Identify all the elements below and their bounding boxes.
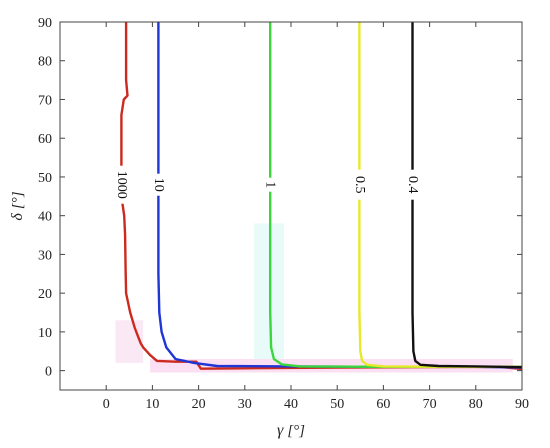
- x-tick-label: 90: [515, 397, 529, 412]
- contour-label-0-4: 0.4: [405, 169, 420, 200]
- y-tick-label: 20: [38, 287, 52, 302]
- x-tick-label: 20: [192, 397, 206, 412]
- y-tick-label: 70: [38, 93, 52, 108]
- contour-label-gap: [263, 177, 278, 192]
- y-tick-label: 60: [38, 132, 52, 147]
- y-tick-label: 10: [38, 326, 52, 341]
- contour-label-gap: [151, 173, 166, 196]
- y-tick-label: 80: [38, 55, 52, 70]
- contour-label-gap: [405, 169, 420, 200]
- y-tick-label: 40: [38, 210, 52, 225]
- series-line-1: [269, 22, 522, 368]
- x-tick-label: 80: [469, 397, 483, 412]
- contour-label-layer: 1000 10 1 0.5 0.4: [114, 165, 420, 204]
- x-axis-label: γ [°]: [277, 422, 305, 439]
- x-axis-ticks: 0 10 20 30 40 50 60 70 80 90: [103, 22, 529, 412]
- x-tick-label: 10: [145, 397, 159, 412]
- x-axis-unit: [°]: [287, 423, 305, 439]
- x-tick-label: 0: [103, 397, 110, 412]
- contour-label-gap: [352, 169, 367, 200]
- y-axis-symbol: δ: [9, 213, 26, 221]
- series-line-1000: [120, 22, 523, 371]
- y-tick-label: 30: [38, 248, 52, 263]
- x-axis-symbol: γ: [277, 422, 284, 439]
- x-tick-label: 60: [376, 397, 390, 412]
- y-tick-label: 90: [38, 16, 52, 31]
- contour-label-text: 10: [151, 178, 166, 192]
- contour-label-0-5: 0.5: [352, 169, 367, 200]
- x-tick-label: 30: [238, 397, 252, 412]
- contour-label-text: 1000: [114, 171, 129, 199]
- contour-label-text: 1: [263, 181, 278, 188]
- contour-label-1000: 1000: [114, 165, 129, 204]
- contour-label-gap: [114, 165, 129, 204]
- y-axis-ticks: 0 10 20 30 40 50 60 70 80 90: [38, 16, 522, 380]
- y-axis-label: δ [°]: [9, 191, 26, 220]
- y-tick-label: 0: [45, 365, 52, 380]
- x-tick-label: 70: [423, 397, 437, 412]
- x-tick-label: 50: [330, 397, 344, 412]
- contour-label-10: 10: [151, 173, 166, 196]
- y-tick-label: 50: [38, 171, 52, 186]
- x-tick-label: 40: [284, 397, 298, 412]
- contour-label-text: 0.4: [405, 176, 420, 194]
- y-axis-unit: [°]: [10, 191, 26, 209]
- highlight-band-left: [115, 320, 144, 363]
- contour-label-text: 0.5: [352, 176, 367, 194]
- contour-label-1: 1: [263, 177, 278, 192]
